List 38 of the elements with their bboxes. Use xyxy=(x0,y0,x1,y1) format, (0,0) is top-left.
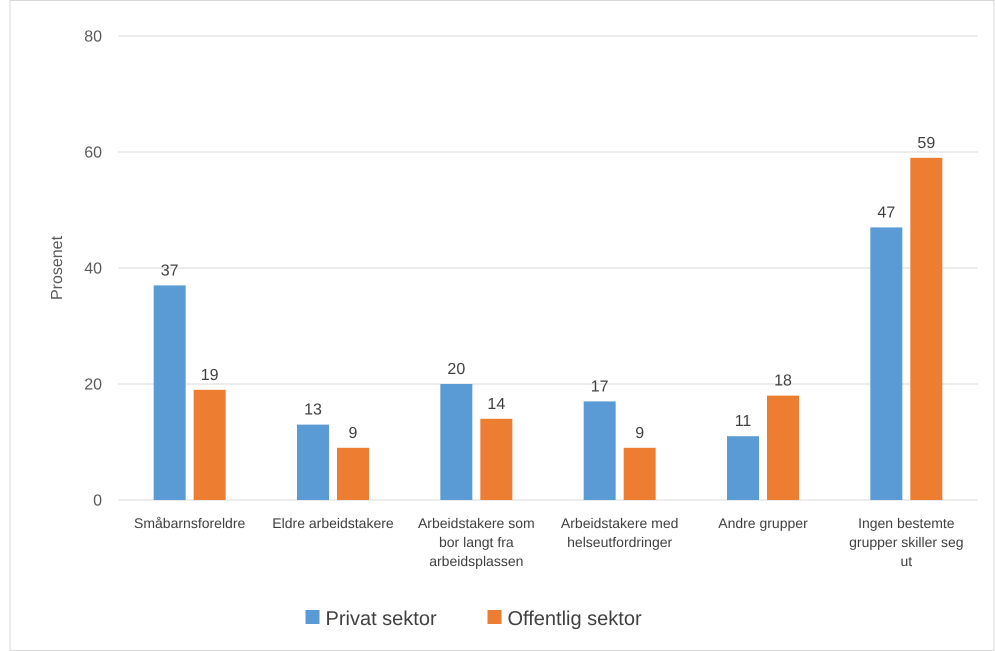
data-label: 37 xyxy=(160,262,179,280)
bar xyxy=(297,424,329,500)
x-tick-label: Ingen bestemte grupper skiller seg ut xyxy=(849,515,964,569)
y-tick-label: 80 xyxy=(84,28,102,46)
y-tick-label: 40 xyxy=(84,260,102,278)
data-label: 13 xyxy=(304,402,322,419)
y-tick-label: 0 xyxy=(93,492,102,510)
data-label: 59 xyxy=(917,134,936,152)
data-label: 17 xyxy=(590,378,609,396)
x-tick-label: Arbeidstakere med helseutfordringer xyxy=(560,515,678,550)
x-tick-label: Arbeidstakere som bor langt fra arbeidsplassen xyxy=(418,515,535,569)
y-tick-label: 60 xyxy=(84,144,102,162)
legend-label: Offentlig sektor xyxy=(508,608,642,630)
bar xyxy=(767,396,799,500)
y-axis-title: Prosenet xyxy=(49,235,66,300)
data-label: 19 xyxy=(200,366,219,384)
legend-label: Privat sektor xyxy=(326,608,437,630)
bar xyxy=(480,418,512,500)
bar xyxy=(584,401,616,500)
x-tick-label: Eldre arbeidstakere xyxy=(272,515,394,531)
data-label: 20 xyxy=(447,361,466,378)
data-label: 14 xyxy=(487,396,506,413)
x-tick-label: Andre grupper xyxy=(718,515,808,531)
bar xyxy=(440,384,472,500)
data-label: 11 xyxy=(734,413,752,430)
bar xyxy=(154,285,186,500)
data-label: 9 xyxy=(635,424,644,442)
data-label: 18 xyxy=(774,372,792,390)
bar xyxy=(194,390,226,500)
bar xyxy=(870,227,902,500)
y-tick-label: 20 xyxy=(84,376,102,394)
bar xyxy=(910,158,942,500)
bar xyxy=(337,448,369,500)
bar xyxy=(624,448,656,500)
data-label: 9 xyxy=(348,424,358,442)
data-label: 47 xyxy=(877,204,896,222)
x-tick-label: Småbarnsforeldre xyxy=(134,515,246,531)
bar xyxy=(727,436,759,500)
